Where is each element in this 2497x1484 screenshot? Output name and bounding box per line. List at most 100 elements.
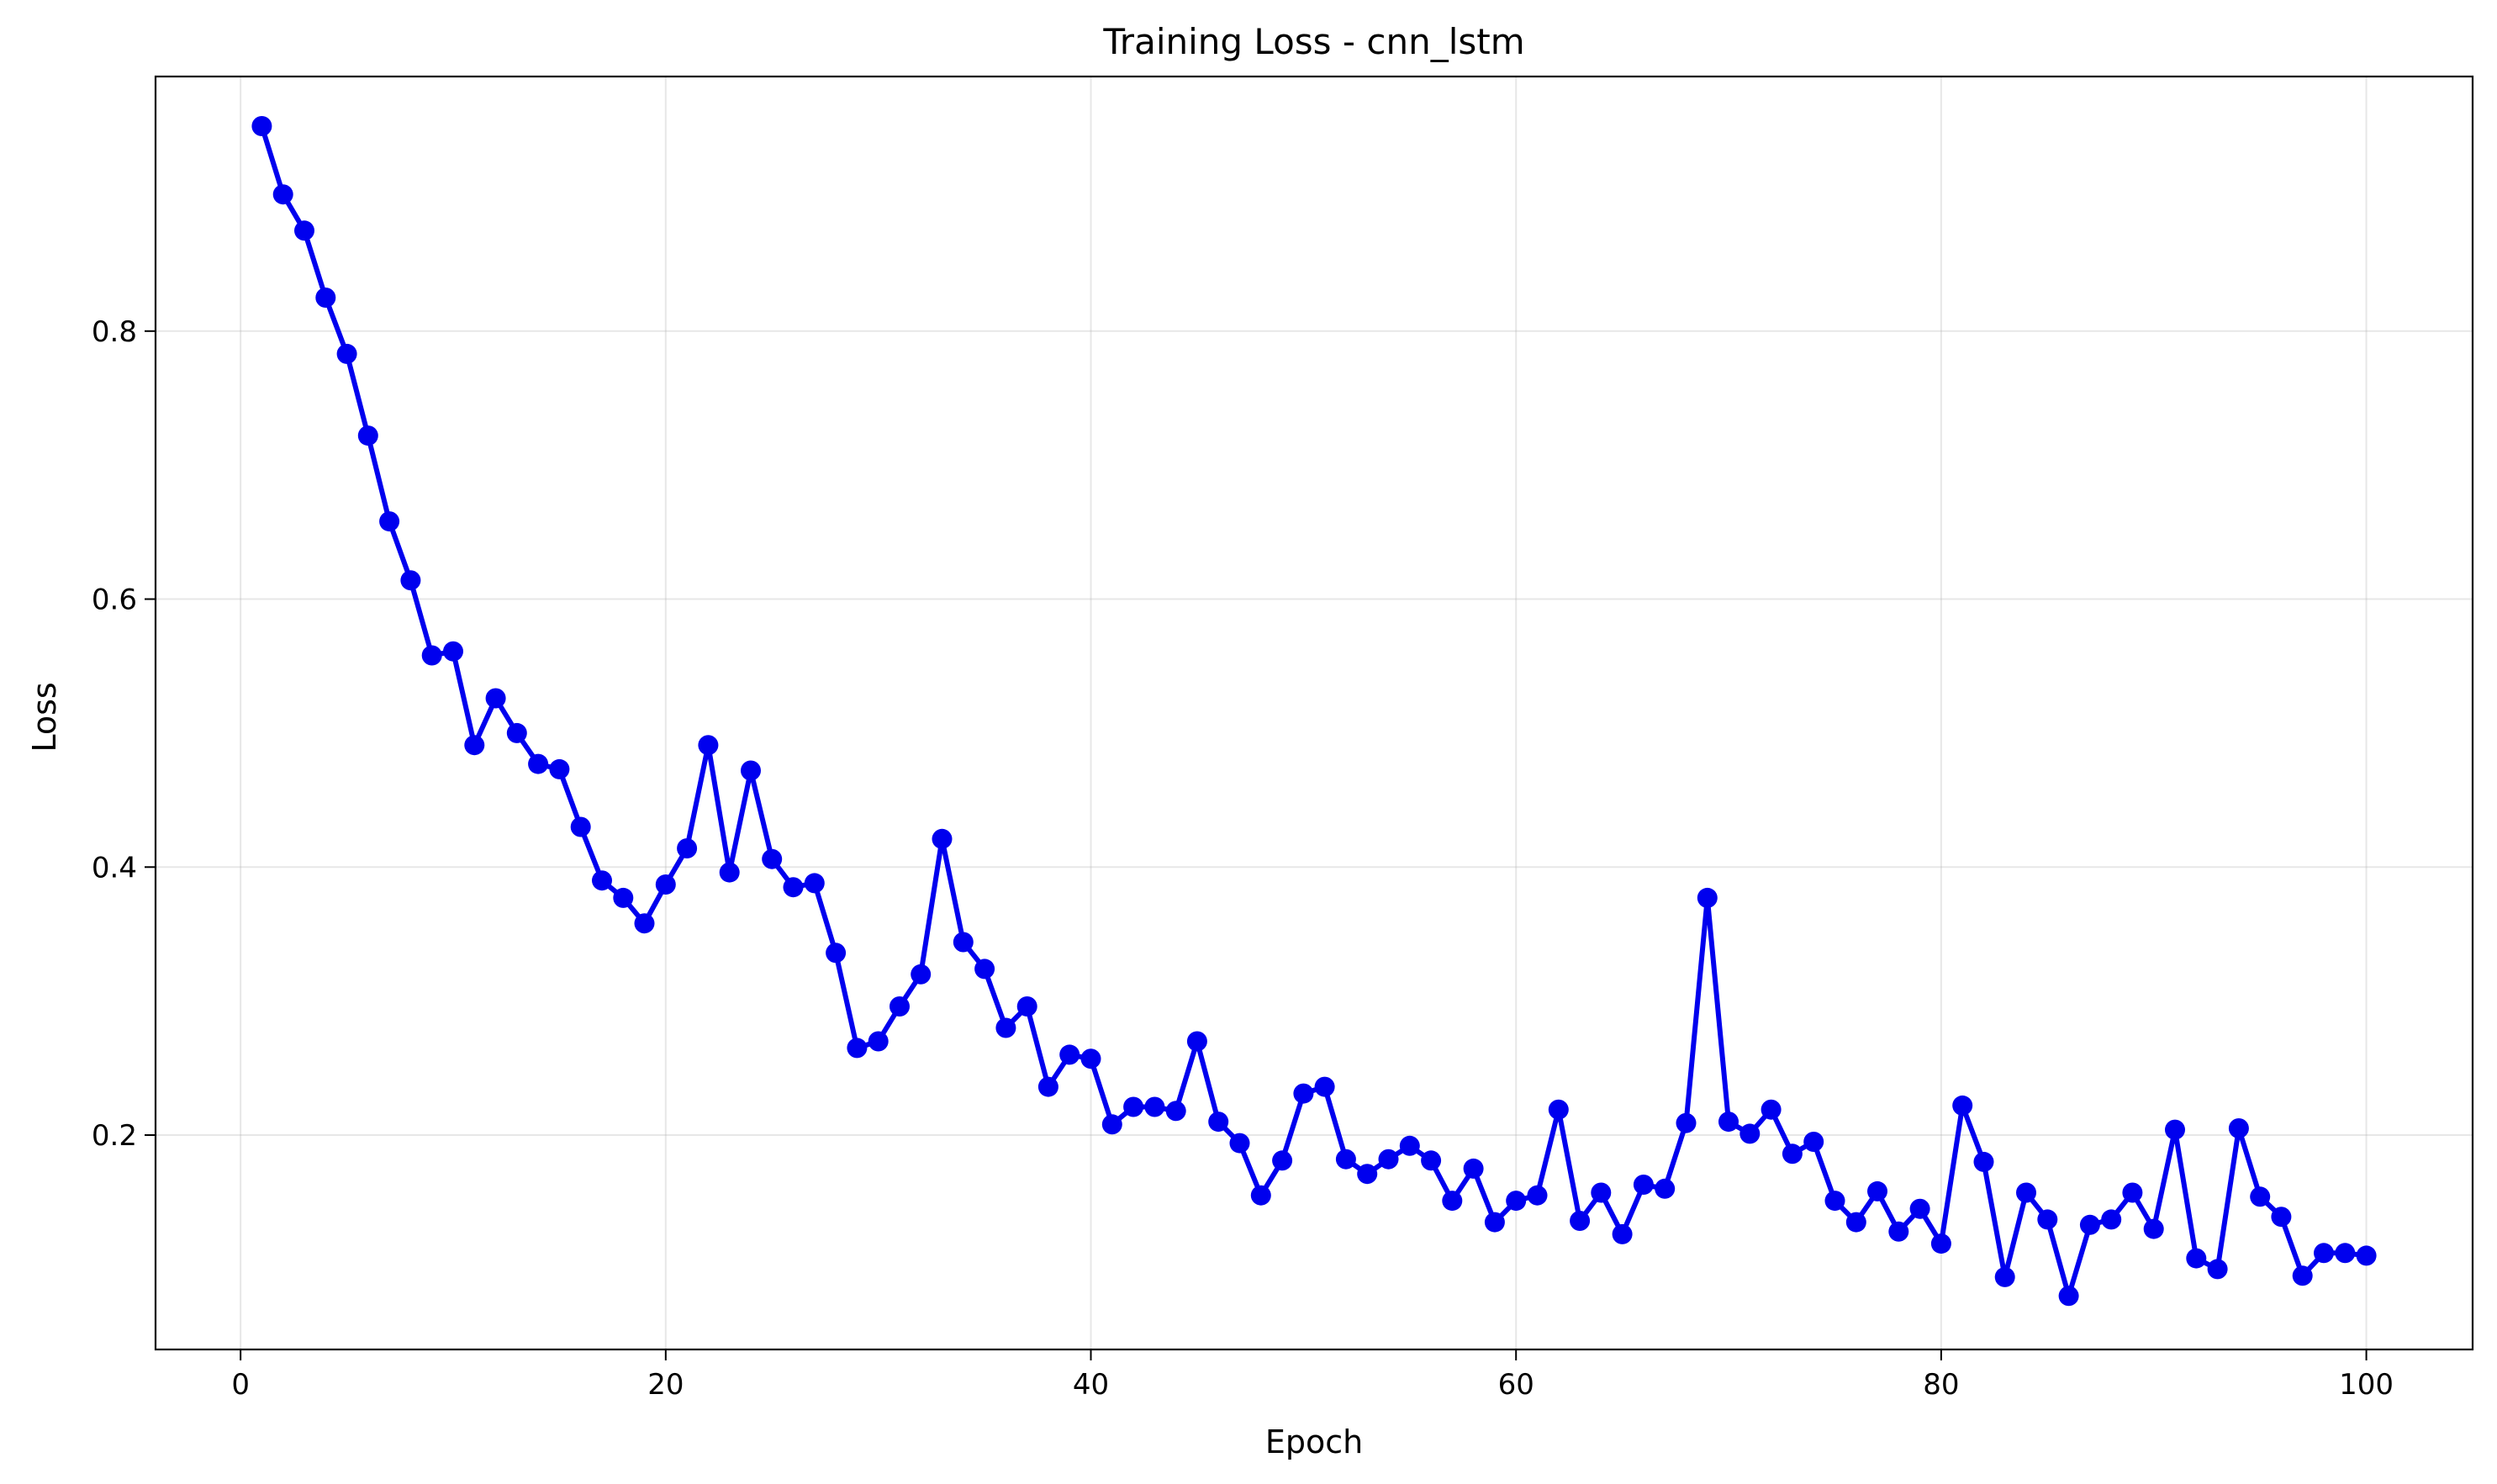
data-point: [677, 838, 698, 858]
data-point: [1144, 1096, 1165, 1117]
data-point: [826, 943, 847, 964]
data-point: [613, 887, 634, 908]
data-point: [1059, 1044, 1080, 1065]
data-point: [1739, 1123, 1761, 1144]
data-point: [1973, 1151, 1994, 1172]
data-point: [2037, 1209, 2058, 1230]
data-point: [741, 760, 761, 781]
data-point: [719, 862, 740, 883]
data-point: [1676, 1112, 1697, 1133]
data-point: [2101, 1209, 2122, 1230]
x-tick-label: 60: [1498, 1368, 1534, 1402]
data-point: [634, 913, 655, 934]
data-point: [1335, 1149, 1356, 1170]
series-loss: [251, 116, 2377, 1307]
data-point: [1293, 1083, 1314, 1104]
y-axis-label: Loss: [26, 682, 63, 752]
data-point: [1463, 1158, 1484, 1179]
data-point: [2186, 1248, 2207, 1269]
data-point: [1080, 1048, 1101, 1069]
data-point: [570, 816, 591, 837]
data-point: [1718, 1112, 1739, 1133]
plot-area-frame: [154, 75, 2474, 1351]
data-point: [1570, 1211, 1591, 1231]
data-point: [1378, 1149, 1399, 1170]
data-point: [1484, 1212, 1505, 1233]
data-point: [783, 877, 804, 898]
data-point: [1314, 1076, 1335, 1097]
data-point: [762, 848, 783, 869]
data-point: [1952, 1095, 1973, 1116]
data-point: [2143, 1218, 2164, 1239]
data-point: [272, 184, 293, 205]
axis-ticks: 0 20 40 60 80 100 0.2 0.4 0.6 0.8: [92, 315, 2394, 1402]
data-point: [1442, 1191, 1463, 1212]
data-point: [1591, 1182, 1612, 1203]
x-tick-label: 80: [1923, 1368, 1959, 1402]
data-point: [2314, 1243, 2334, 1264]
data-point: [1867, 1180, 1887, 1201]
y-tick-label: 0.6: [92, 584, 137, 617]
data-point: [1208, 1112, 1229, 1133]
data-point: [2356, 1245, 2377, 1266]
data-point: [1888, 1221, 1909, 1242]
data-point: [1165, 1101, 1186, 1122]
data-point: [2250, 1186, 2271, 1207]
data-point: [890, 996, 910, 1017]
data-point: [2122, 1182, 2143, 1203]
data-point: [1506, 1191, 1527, 1212]
y-tick-label: 0.8: [92, 315, 137, 349]
data-point: [400, 570, 421, 591]
data-point: [549, 758, 570, 779]
data-point: [2016, 1182, 2036, 1203]
data-point: [294, 220, 314, 241]
data-point: [698, 735, 719, 756]
data-point: [1399, 1135, 1420, 1156]
data-point: [485, 688, 506, 709]
x-tick-label: 0: [231, 1368, 250, 1402]
data-point: [995, 1017, 1016, 1038]
data-point: [1527, 1185, 1548, 1206]
data-point: [251, 116, 272, 136]
data-point: [1761, 1099, 1782, 1120]
data-point: [2207, 1259, 2228, 1280]
data-point: [974, 959, 995, 980]
data-point: [443, 641, 463, 662]
data-point: [1037, 1076, 1058, 1097]
data-point: [868, 1031, 889, 1052]
data-point: [336, 343, 357, 364]
data-point: [1697, 887, 1718, 908]
data-point: [1994, 1266, 2015, 1287]
x-tick-label: 20: [647, 1368, 684, 1402]
data-point: [2271, 1207, 2292, 1228]
x-axis-label: Epoch: [1265, 1423, 1363, 1460]
data-point: [1250, 1185, 1271, 1206]
data-point: [421, 645, 442, 666]
data-point: [1548, 1099, 1569, 1120]
data-point: [379, 511, 400, 532]
data-point: [1612, 1223, 1633, 1244]
grid-lines: [156, 77, 2473, 1349]
data-point: [1845, 1212, 1866, 1233]
data-point: [1101, 1114, 1122, 1135]
data-point: [357, 425, 378, 446]
data-point: [2292, 1265, 2313, 1286]
data-point: [2228, 1118, 2249, 1138]
data-point: [1421, 1150, 1442, 1171]
data-point: [1803, 1132, 1824, 1152]
data-point: [911, 964, 932, 985]
data-point: [2335, 1243, 2356, 1264]
data-point: [1824, 1191, 1845, 1212]
data-point: [1016, 996, 1037, 1017]
data-point: [1930, 1233, 1951, 1254]
data-point: [1655, 1178, 1676, 1199]
data-point: [528, 753, 549, 774]
data-point: [592, 870, 612, 891]
data-point: [1123, 1096, 1144, 1117]
data-point: [1357, 1164, 1378, 1185]
data-point: [1229, 1133, 1250, 1154]
series-line: [259, 124, 2369, 1299]
data-point: [847, 1038, 868, 1059]
data-point: [655, 874, 676, 895]
